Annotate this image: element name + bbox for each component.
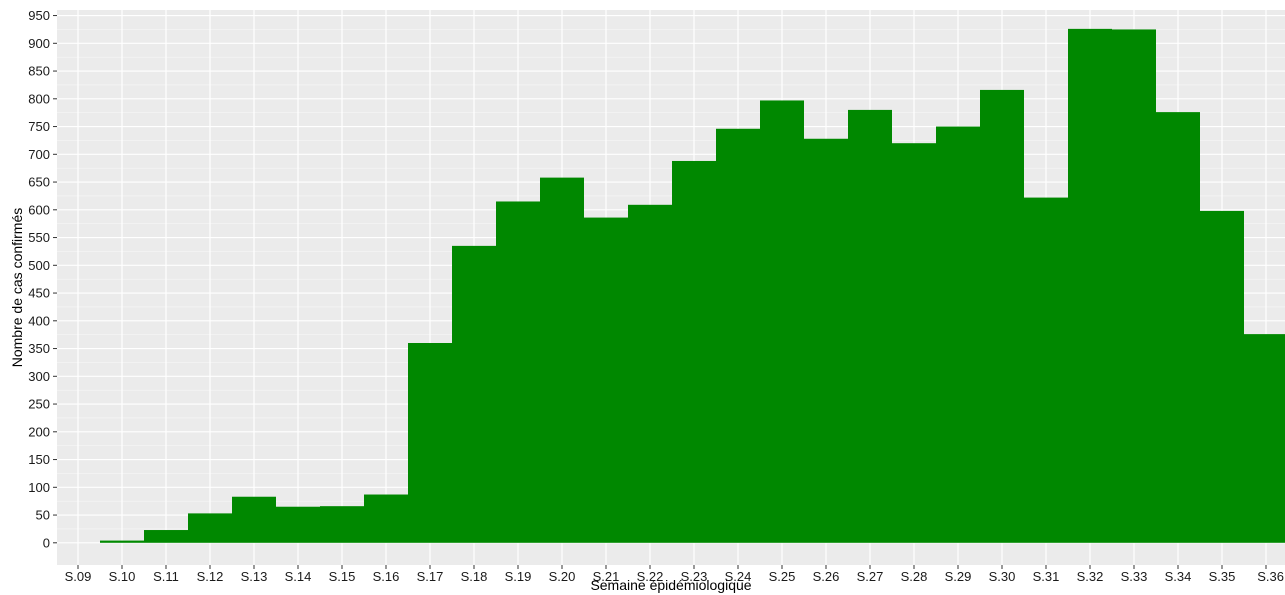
x-tick-label: S.28	[901, 569, 928, 584]
x-tick-label: S.33	[1121, 569, 1148, 584]
x-tick-label: S.21	[593, 569, 620, 584]
x-tick-label: S.16	[373, 569, 400, 584]
x-tick-label: S.22	[637, 569, 664, 584]
x-tick-label: S.36	[1257, 569, 1284, 584]
x-tick-label: S.29	[945, 569, 972, 584]
y-tick-label: 600	[28, 202, 50, 217]
x-tick-label: S.27	[857, 569, 884, 584]
y-tick-label: 400	[28, 313, 50, 328]
y-tick-label: 100	[28, 480, 50, 495]
bar-s-14	[276, 506, 320, 543]
x-tick-label: S.23	[681, 569, 708, 584]
bar-s-16	[364, 494, 408, 543]
y-tick-label: 250	[28, 397, 50, 412]
bar-s-17	[408, 343, 452, 543]
bar-s-11	[144, 530, 188, 543]
x-tick-label: S.13	[241, 569, 268, 584]
x-tick-label: S.10	[109, 569, 136, 584]
y-tick-label: 750	[28, 119, 50, 134]
bar-s-19	[496, 201, 540, 543]
bar-s-12	[188, 513, 232, 543]
y-tick-label: 200	[28, 424, 50, 439]
x-tick-label: S.20	[549, 569, 576, 584]
bar-s-32	[1068, 28, 1112, 543]
bar-s-31	[1024, 197, 1068, 543]
bar-s-21	[584, 217, 628, 543]
x-tick-label: S.19	[505, 569, 532, 584]
x-tick-label: S.12	[197, 569, 224, 584]
y-tick-label: 800	[28, 91, 50, 106]
y-tick-label: 900	[28, 36, 50, 51]
bar-s-26	[804, 138, 848, 543]
y-tick-label: 350	[28, 341, 50, 356]
bar-s-24	[716, 128, 760, 543]
bar-s-36	[1244, 334, 1285, 543]
bar-s-18	[452, 245, 496, 543]
y-axis: 0 50 100 150 200 250 300 350 400 450 500 550 600 650 7…	[28, 8, 57, 550]
bar-s-13	[232, 496, 276, 543]
x-tick-label: S.18	[461, 569, 488, 584]
bar-s-27	[848, 109, 892, 543]
x-tick-label: S.15	[329, 569, 356, 584]
y-tick-label: 50	[36, 508, 50, 523]
x-tick-label: S.30	[989, 569, 1016, 584]
y-tick-label: 450	[28, 286, 50, 301]
x-tick-label: S.34	[1165, 569, 1192, 584]
bar-s-15	[320, 506, 364, 543]
bar-s-22	[628, 204, 672, 543]
y-tick-label: 500	[28, 258, 50, 273]
y-tick-label: 0	[43, 535, 50, 550]
bar-s-30	[980, 89, 1024, 543]
bar-s-29	[936, 126, 980, 543]
x-tick-label: S.31	[1033, 569, 1060, 584]
bar-s-23	[672, 160, 716, 543]
x-tick-label: S.09	[65, 569, 92, 584]
x-tick-label: S.17	[417, 569, 444, 584]
bar-s-28	[892, 143, 936, 543]
y-tick-label: 950	[28, 8, 50, 23]
x-tick-label: S.32	[1077, 569, 1104, 584]
x-axis: S.09 S.10 S.11 S.12 S.13 S.14 S.15 S.16 S.17 S.18…	[65, 565, 1284, 584]
bar-s-35	[1200, 210, 1244, 543]
bar-s-25	[760, 100, 804, 543]
y-tick-label: 550	[28, 230, 50, 245]
x-tick-label: S.26	[813, 569, 840, 584]
x-tick-label: S.11	[153, 569, 179, 584]
x-tick-label: S.24	[725, 569, 752, 584]
y-axis-title: Nombre de cas confirmés	[9, 208, 25, 368]
x-tick-label: S.25	[769, 569, 796, 584]
x-tick-label: S.14	[285, 569, 312, 584]
y-tick-label: 300	[28, 369, 50, 384]
bar-s-34	[1156, 112, 1200, 543]
y-tick-label: 650	[28, 175, 50, 190]
x-tick-label: S.35	[1209, 569, 1236, 584]
x-axis-title: Semaine épidémiologique	[590, 577, 751, 593]
bar-s-10	[100, 540, 144, 543]
y-tick-label: 850	[28, 64, 50, 79]
bar-s-20	[540, 177, 584, 543]
bar-s-33	[1112, 29, 1156, 543]
bars	[100, 28, 1285, 543]
y-tick-label: 700	[28, 147, 50, 162]
y-tick-label: 150	[28, 452, 50, 467]
